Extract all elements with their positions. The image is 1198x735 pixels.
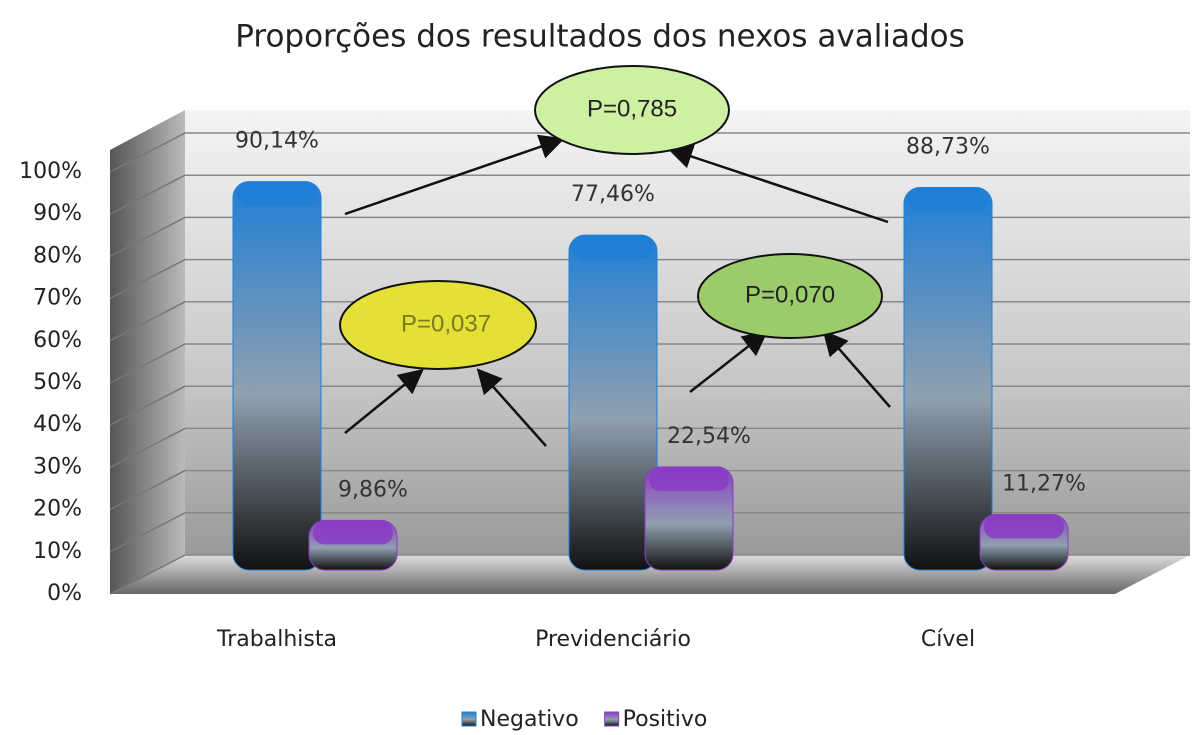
legend-label: Negativo [480, 707, 579, 732]
y-tick-label: 20% [33, 497, 82, 522]
y-tick-label: 90% [33, 201, 82, 226]
annotation: P=0,785 [587, 95, 677, 122]
legend-swatch [461, 711, 477, 727]
annotation-bubble [697, 253, 883, 339]
x-tick-label: Cível [921, 627, 975, 652]
bar [568, 234, 658, 571]
x-tick-label: Previdenciário [535, 627, 691, 652]
y-tick-label: 80% [33, 243, 82, 268]
grid-line [109, 554, 186, 595]
grid-line [109, 385, 186, 426]
legend-swatch [604, 711, 620, 727]
grid-line [109, 469, 186, 511]
bar-top [908, 189, 988, 212]
side-wall [110, 110, 185, 594]
data-label: 77,46% [571, 182, 655, 207]
legend-label: Positivo [623, 707, 708, 732]
bar [903, 187, 993, 571]
grid-line [109, 512, 186, 553]
annotation-bubble [339, 280, 537, 370]
y-tick-label: 40% [33, 412, 82, 437]
data-label: 88,73% [906, 135, 990, 160]
y-tick-label: 30% [33, 454, 82, 479]
bar [644, 466, 734, 571]
x-tick-label: Trabalhista [216, 627, 337, 652]
annotation: P=0,037 [401, 310, 491, 337]
y-tick-label: 70% [33, 286, 82, 311]
y-tick-label: 10% [33, 539, 82, 564]
annotation: P=0,070 [745, 281, 835, 308]
y-tick-label: 50% [33, 370, 82, 395]
grid-line [109, 343, 186, 384]
grid-line [109, 301, 186, 342]
bar-top [313, 522, 393, 545]
grid-line [109, 174, 186, 215]
grid-line [109, 216, 186, 258]
annotation-bubble [534, 65, 730, 155]
data-label: 9,86% [338, 477, 408, 502]
bar-top [649, 468, 729, 491]
data-label: 90,14% [235, 129, 319, 154]
bar-top [237, 183, 317, 206]
data-label: 22,54% [667, 424, 751, 449]
data-label: 11,27% [1002, 471, 1086, 496]
y-tick-label: 100% [19, 159, 82, 184]
grid-line [109, 132, 186, 173]
y-tick-label: 60% [33, 328, 82, 353]
y-tick-label: 0% [47, 581, 82, 606]
arrows [344, 134, 891, 447]
bar-top [573, 237, 653, 260]
chart-title: Proporções dos resultados dos nexos aval… [235, 19, 965, 55]
grid-line [109, 258, 186, 300]
bar [232, 181, 322, 571]
bar-top [984, 516, 1064, 539]
grid-line [109, 427, 186, 469]
